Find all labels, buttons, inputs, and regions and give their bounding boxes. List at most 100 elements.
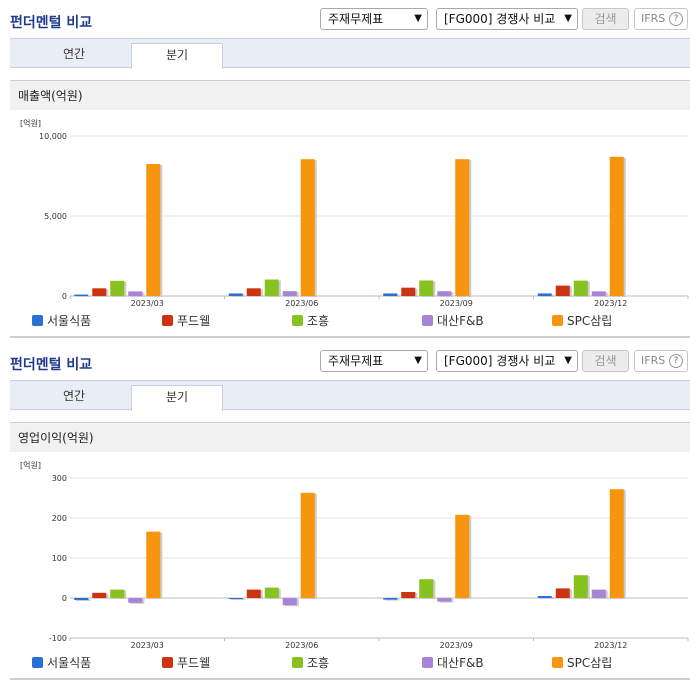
legend-label: 푸드웰 <box>177 656 211 670</box>
peer-group-select[interactable]: [FG000] 경쟁사 비교 ▼ <box>436 8 578 30</box>
x-tick-label: 2023/09 <box>440 299 473 308</box>
bar-푸드웰-2023-12 <box>555 588 570 598</box>
statement-type-select[interactable]: 주재무제표 ▼ <box>320 350 428 372</box>
legend-item-푸드웰[interactable]: 푸드웰 <box>162 654 210 672</box>
bar-서울식품-2023-06 <box>228 293 243 296</box>
bar-spc삼립-2023-06 <box>300 159 315 296</box>
legend-label: SPC삼립 <box>567 656 613 670</box>
bar-조흥-2023-09 <box>419 280 434 296</box>
y-tick-label: 300 <box>52 474 67 483</box>
chevron-down-icon: ▼ <box>564 13 572 24</box>
chart-legend: 서울식품 푸드웰 조흥 대산F&B SPC삼립 <box>10 312 690 330</box>
legend-label: 푸드웰 <box>177 314 211 328</box>
bar-서울식품-2023-03 <box>74 598 89 600</box>
legend-swatch <box>32 657 43 668</box>
panel-title: 펀더멘털 비교 <box>10 357 93 373</box>
bar-spc삼립-2023-03 <box>146 531 161 598</box>
legend-item-서울식품[interactable]: 서울식품 <box>32 312 91 330</box>
bar-조흥-2023-12 <box>573 280 588 296</box>
bar-spc삼립-2023-06 <box>300 492 315 598</box>
bar-shadow <box>76 295 91 297</box>
legend-item-spc삼립[interactable]: SPC삼립 <box>552 654 612 672</box>
legend-item-서울식품[interactable]: 서울식품 <box>32 654 91 672</box>
chevron-down-icon: ▼ <box>414 355 422 366</box>
legend-swatch <box>292 315 303 326</box>
x-tick-label: 2023/03 <box>131 641 164 650</box>
bar-푸드웰-2023-09 <box>401 287 416 296</box>
section-divider <box>10 336 690 338</box>
y-tick-label: 10,000 <box>39 132 67 141</box>
legend-swatch <box>292 657 303 668</box>
peer-group-select[interactable]: [FG000] 경쟁사 비교 ▼ <box>436 350 578 372</box>
legend-label: 조흥 <box>307 314 330 328</box>
bar-spc삼립-2023-09 <box>455 514 470 598</box>
bar-조흥-2023-06 <box>264 587 279 598</box>
legend-label: 조흥 <box>307 656 330 670</box>
legend-item-spc삼립[interactable]: SPC삼립 <box>552 312 612 330</box>
peer-group-value: [FG000] 경쟁사 비교 <box>444 354 556 368</box>
bar-대산f-b-2023-12 <box>591 589 606 598</box>
y-tick-label: -100 <box>49 634 67 643</box>
chevron-down-icon: ▼ <box>414 13 422 24</box>
bar-spc삼립-2023-09 <box>455 159 470 296</box>
y-unit-label: [억원] <box>20 460 41 470</box>
tab-quarterly[interactable]: 분기 <box>131 43 223 69</box>
x-tick-label: 2023/06 <box>285 299 318 308</box>
chevron-down-icon: ▼ <box>564 355 572 366</box>
legend-label: 서울식품 <box>47 314 92 328</box>
bar-대산f-b-2023-12 <box>591 291 606 296</box>
bar-서울식품-2023-09 <box>383 293 398 296</box>
tab-annual[interactable]: 연간 <box>62 47 86 61</box>
y-tick-label: 5,000 <box>44 212 67 221</box>
bar-대산f-b-2023-03 <box>128 598 143 603</box>
legend-swatch <box>162 315 173 326</box>
tab-annual[interactable]: 연간 <box>62 389 86 403</box>
x-tick-label: 2023/09 <box>440 641 473 650</box>
legend-item-조흥[interactable]: 조흥 <box>292 312 329 330</box>
bar-shadow <box>385 599 400 601</box>
bar-푸드웰-2023-03 <box>92 288 107 296</box>
chart-title: 매출액(억원) <box>10 80 690 110</box>
bar-서울식품-2023-03 <box>74 294 89 296</box>
revenue-chart: [억원] 0 5,000 10,000 2023/03 2023/06 2023/09 202… <box>20 118 689 308</box>
bar-서울식품-2023-12 <box>537 596 552 598</box>
legend-item-푸드웰[interactable]: 푸드웰 <box>162 312 210 330</box>
bar-푸드웰-2023-12 <box>555 285 570 296</box>
tab-quarterly[interactable]: 분기 <box>131 385 223 411</box>
legend-swatch <box>162 657 173 668</box>
bar-spc삼립-2023-12 <box>609 156 624 296</box>
statement-type-value: 주재무제표 <box>328 354 384 368</box>
bar-조흥-2023-03 <box>110 589 125 598</box>
y-tick-label: 0 <box>62 594 67 603</box>
ifrs-help-button[interactable]: IFRS ? <box>634 8 688 30</box>
y-unit-label: [억원] <box>20 118 41 128</box>
bar-푸드웰-2023-06 <box>246 288 261 296</box>
section-divider <box>10 678 690 680</box>
chart-title: 영업이익(억원) <box>10 422 690 452</box>
bar-조흥-2023-09 <box>419 579 434 598</box>
panel-title: 펀더멘털 비교 <box>10 15 93 31</box>
search-button[interactable]: 검색 <box>582 350 629 372</box>
legend-item-대산f-b[interactable]: 대산F&B <box>422 312 484 330</box>
fundamental-panel-operating-income: 펀더멘털 비교 주재무제표 ▼ [FG000] 경쟁사 비교 ▼ 검색 IFRS… <box>0 342 696 684</box>
ifrs-label: IFRS <box>641 354 666 367</box>
chart-legend: 서울식품 푸드웰 조흥 대산F&B SPC삼립 <box>10 654 690 672</box>
y-tick-label: 100 <box>52 554 67 563</box>
legend-label: SPC삼립 <box>567 314 613 328</box>
search-button[interactable]: 검색 <box>582 8 629 30</box>
legend-swatch <box>422 315 433 326</box>
question-icon: ? <box>669 12 683 26</box>
x-tick-label: 2023/06 <box>285 641 318 650</box>
y-tick-label: 0 <box>62 292 67 301</box>
x-tick-label: 2023/12 <box>594 299 627 308</box>
bar-대산f-b-2023-06 <box>282 598 297 606</box>
bar-대산f-b-2023-06 <box>282 291 297 296</box>
x-tick-label: 2023/03 <box>131 299 164 308</box>
legend-item-조흥[interactable]: 조흥 <box>292 654 329 672</box>
bar-spc삼립-2023-12 <box>609 489 624 598</box>
statement-type-select[interactable]: 주재무제표 ▼ <box>320 8 428 30</box>
legend-item-대산f-b[interactable]: 대산F&B <box>422 654 484 672</box>
ifrs-help-button[interactable]: IFRS ? <box>634 350 688 372</box>
bar-조흥-2023-12 <box>573 575 588 598</box>
y-tick-label: 200 <box>52 514 67 523</box>
